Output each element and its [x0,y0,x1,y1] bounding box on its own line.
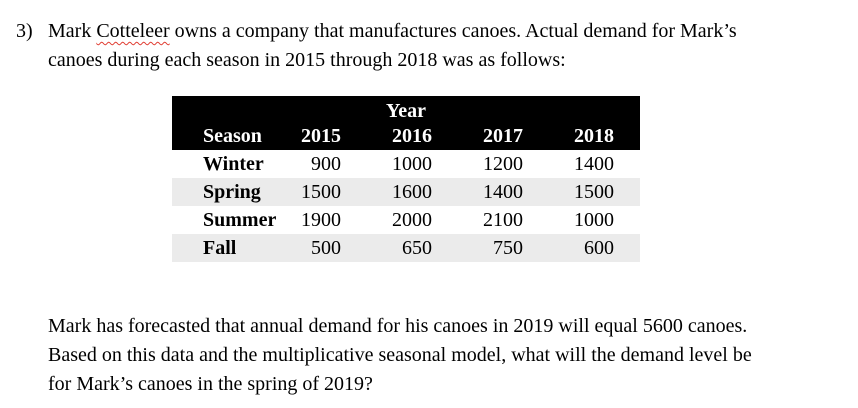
table-row-fall: Fall 500 650 750 600 [172,234,640,262]
question-line-3: for Mark’s canoes in the spring of 2019? [48,373,373,395]
cell-fall-2016: 650 [402,237,432,259]
problem-number: 3) [16,20,33,42]
cell-fall-2017: 750 [493,237,523,259]
cell-spring-2018: 1500 [574,181,614,203]
question-paragraph: Mark has forecasted that annual demand f… [48,312,752,399]
cell-summer-2015: 1900 [301,209,341,231]
cell-winter-2017: 1200 [483,153,523,175]
column-header-2018: 2018 [574,125,614,147]
column-header-row: Season 2015 2016 2017 2018 [172,123,640,150]
season-label: Spring [203,181,261,203]
column-header-season: Season [203,125,262,147]
cell-spring-2016: 1600 [392,181,432,203]
table-row-summer: Summer 1900 2000 2100 1000 [172,206,640,234]
problem-text-pre: Mark [48,20,97,42]
table-header: Year Season 2015 2016 2017 2018 [172,96,640,150]
question-line-2: Based on this data and the multiplicativ… [48,344,752,366]
cell-summer-2016: 2000 [392,209,432,231]
problem-statement: 3) Mark Cotteleer owns a company that man… [16,17,737,75]
cell-spring-2017: 1400 [483,181,523,203]
cell-fall-2015: 500 [311,237,341,259]
demand-table: Year Season 2015 2016 2017 2018 Winter 9… [172,96,640,262]
column-header-2017: 2017 [483,125,523,147]
season-label: Summer [203,209,277,231]
column-header-2015: 2015 [301,125,341,147]
question-line-1: Mark has forecasted that annual demand f… [48,315,748,337]
cell-spring-2015: 1500 [301,181,341,203]
table-row-spring: Spring 1500 1600 1400 1500 [172,178,640,206]
cell-winter-2016: 1000 [392,153,432,175]
season-label: Winter [203,153,264,175]
problem-line-1: 3) Mark Cotteleer owns a company that man… [16,17,737,46]
problem-line-2: canoes during each season in 2015 throug… [48,49,566,71]
column-header-2016: 2016 [392,125,432,147]
cell-winter-2018: 1400 [574,153,614,175]
year-header-cell: Year [386,100,426,122]
cell-fall-2018: 600 [584,237,614,259]
table-row-winter: Winter 900 1000 1200 1400 [172,150,640,178]
season-label: Fall [203,237,237,259]
misspelled-word: Cotteleer [96,20,170,42]
cell-summer-2018: 1000 [574,209,614,231]
cell-summer-2017: 2100 [483,209,523,231]
problem-text-post: owns a company that manufactures canoes.… [169,20,737,42]
cell-winter-2015: 900 [311,153,341,175]
